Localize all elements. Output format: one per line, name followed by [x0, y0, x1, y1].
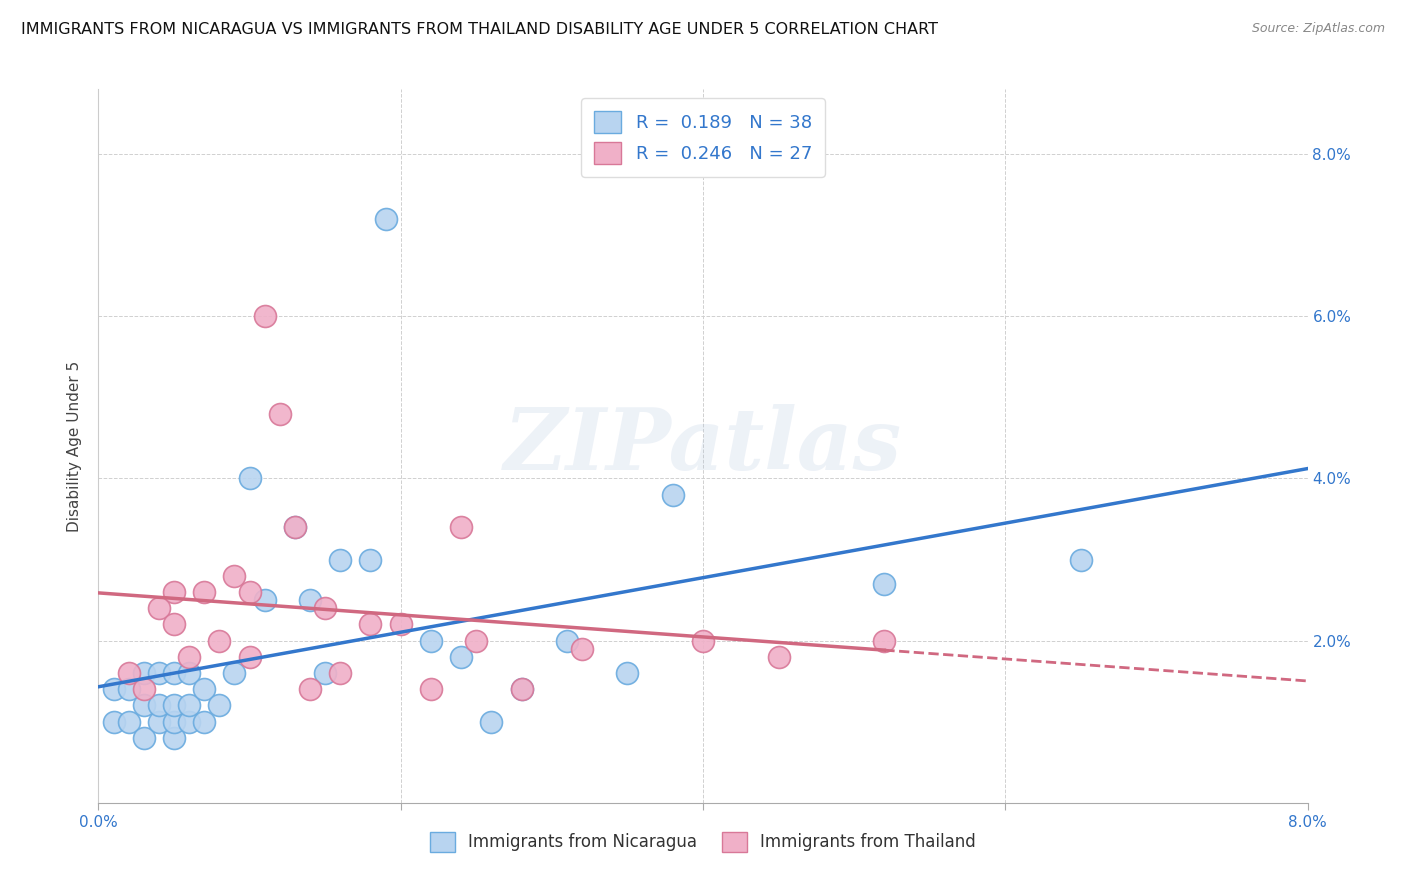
Point — [1070, 552, 1092, 566]
Point — [510, 682, 533, 697]
Point — [193, 714, 215, 729]
Point — [132, 698, 155, 713]
Point — [239, 649, 262, 664]
Point — [420, 633, 443, 648]
Point — [132, 682, 155, 697]
Point — [360, 552, 382, 566]
Point — [314, 601, 336, 615]
Point — [179, 698, 201, 713]
Point — [179, 666, 201, 681]
Point — [481, 714, 503, 729]
Point — [224, 666, 246, 681]
Point — [692, 633, 714, 648]
Point — [179, 714, 201, 729]
Point — [661, 488, 683, 502]
Point — [510, 682, 533, 697]
Point — [253, 310, 276, 324]
Point — [314, 666, 336, 681]
Point — [163, 585, 186, 599]
Point — [329, 552, 352, 566]
Point — [163, 714, 186, 729]
Point — [450, 520, 472, 534]
Point — [103, 714, 125, 729]
Point — [103, 682, 125, 697]
Point — [299, 593, 322, 607]
Point — [873, 577, 896, 591]
Point — [269, 407, 291, 421]
Point — [193, 585, 215, 599]
Point — [299, 682, 322, 697]
Point — [118, 682, 141, 697]
Point — [148, 698, 170, 713]
Point — [132, 731, 155, 745]
Point — [253, 593, 276, 607]
Point — [360, 617, 382, 632]
Point — [208, 698, 231, 713]
Text: IMMIGRANTS FROM NICARAGUA VS IMMIGRANTS FROM THAILAND DISABILITY AGE UNDER 5 COR: IMMIGRANTS FROM NICARAGUA VS IMMIGRANTS … — [21, 22, 938, 37]
Point — [420, 682, 443, 697]
Text: ZIPatlas: ZIPatlas — [503, 404, 903, 488]
Point — [284, 520, 307, 534]
Point — [465, 633, 488, 648]
Point — [179, 649, 201, 664]
Y-axis label: Disability Age Under 5: Disability Age Under 5 — [67, 360, 83, 532]
Point — [450, 649, 472, 664]
Point — [193, 682, 215, 697]
Point — [163, 731, 186, 745]
Legend: Immigrants from Nicaragua, Immigrants from Thailand: Immigrants from Nicaragua, Immigrants fr… — [423, 825, 983, 859]
Point — [768, 649, 790, 664]
Point — [616, 666, 638, 681]
Point — [208, 633, 231, 648]
Point — [148, 714, 170, 729]
Point — [284, 520, 307, 534]
Point — [118, 666, 141, 681]
Point — [132, 666, 155, 681]
Point — [389, 617, 412, 632]
Point — [118, 714, 141, 729]
Point — [224, 568, 246, 582]
Point — [163, 617, 186, 632]
Point — [873, 633, 896, 648]
Point — [329, 666, 352, 681]
Point — [555, 633, 578, 648]
Point — [374, 211, 396, 226]
Point — [148, 666, 170, 681]
Point — [239, 471, 262, 485]
Point — [571, 641, 593, 656]
Point — [148, 601, 170, 615]
Text: Source: ZipAtlas.com: Source: ZipAtlas.com — [1251, 22, 1385, 36]
Point — [163, 666, 186, 681]
Point — [163, 698, 186, 713]
Point — [239, 585, 262, 599]
